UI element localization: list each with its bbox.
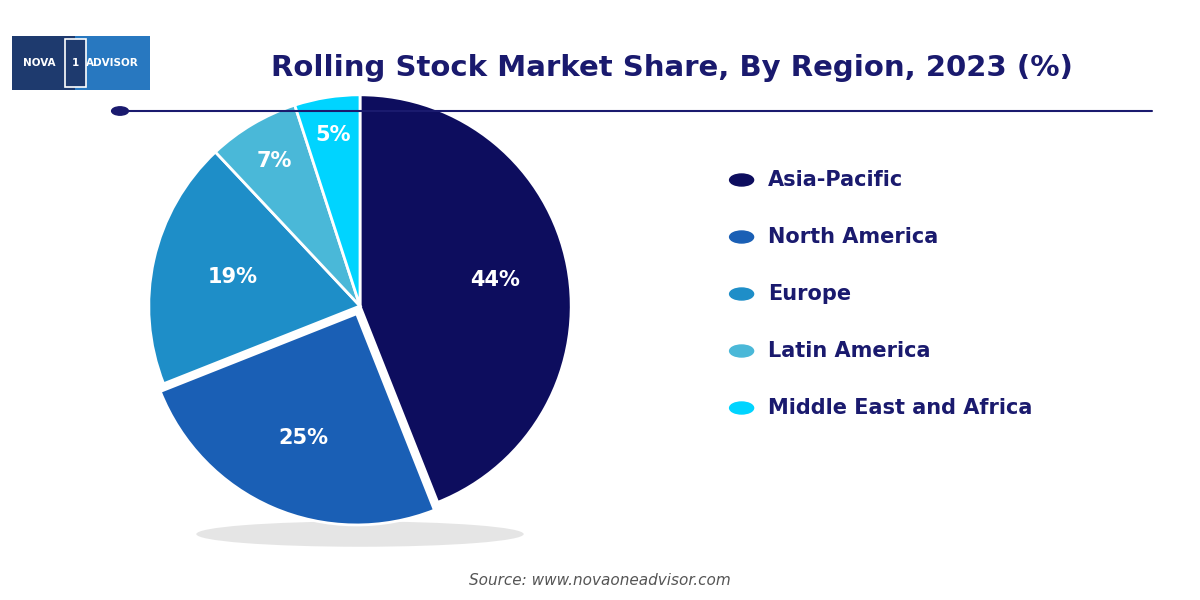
Text: 7%: 7%	[257, 151, 292, 170]
Wedge shape	[295, 95, 360, 306]
FancyBboxPatch shape	[76, 36, 150, 90]
Wedge shape	[161, 314, 434, 525]
Text: 19%: 19%	[208, 268, 257, 287]
Ellipse shape	[197, 521, 523, 547]
Text: North America: North America	[768, 227, 938, 247]
Wedge shape	[360, 95, 571, 502]
Text: Source: www.novaoneadvisor.com: Source: www.novaoneadvisor.com	[469, 573, 731, 588]
Text: NOVA: NOVA	[23, 58, 56, 68]
Text: 5%: 5%	[316, 125, 350, 145]
Text: Rolling Stock Market Share, By Region, 2023 (%): Rolling Stock Market Share, By Region, 2…	[271, 54, 1073, 82]
FancyBboxPatch shape	[65, 39, 86, 87]
Text: Latin America: Latin America	[768, 341, 930, 361]
Text: Europe: Europe	[768, 284, 851, 304]
Wedge shape	[216, 105, 360, 306]
FancyBboxPatch shape	[12, 36, 76, 90]
Text: ADVISOR: ADVISOR	[86, 58, 139, 68]
Text: Asia-Pacific: Asia-Pacific	[768, 170, 904, 190]
Text: 1: 1	[72, 58, 79, 68]
Text: 25%: 25%	[278, 428, 328, 448]
Wedge shape	[149, 152, 360, 384]
Text: Middle East and Africa: Middle East and Africa	[768, 398, 1032, 418]
Text: 44%: 44%	[470, 270, 520, 290]
